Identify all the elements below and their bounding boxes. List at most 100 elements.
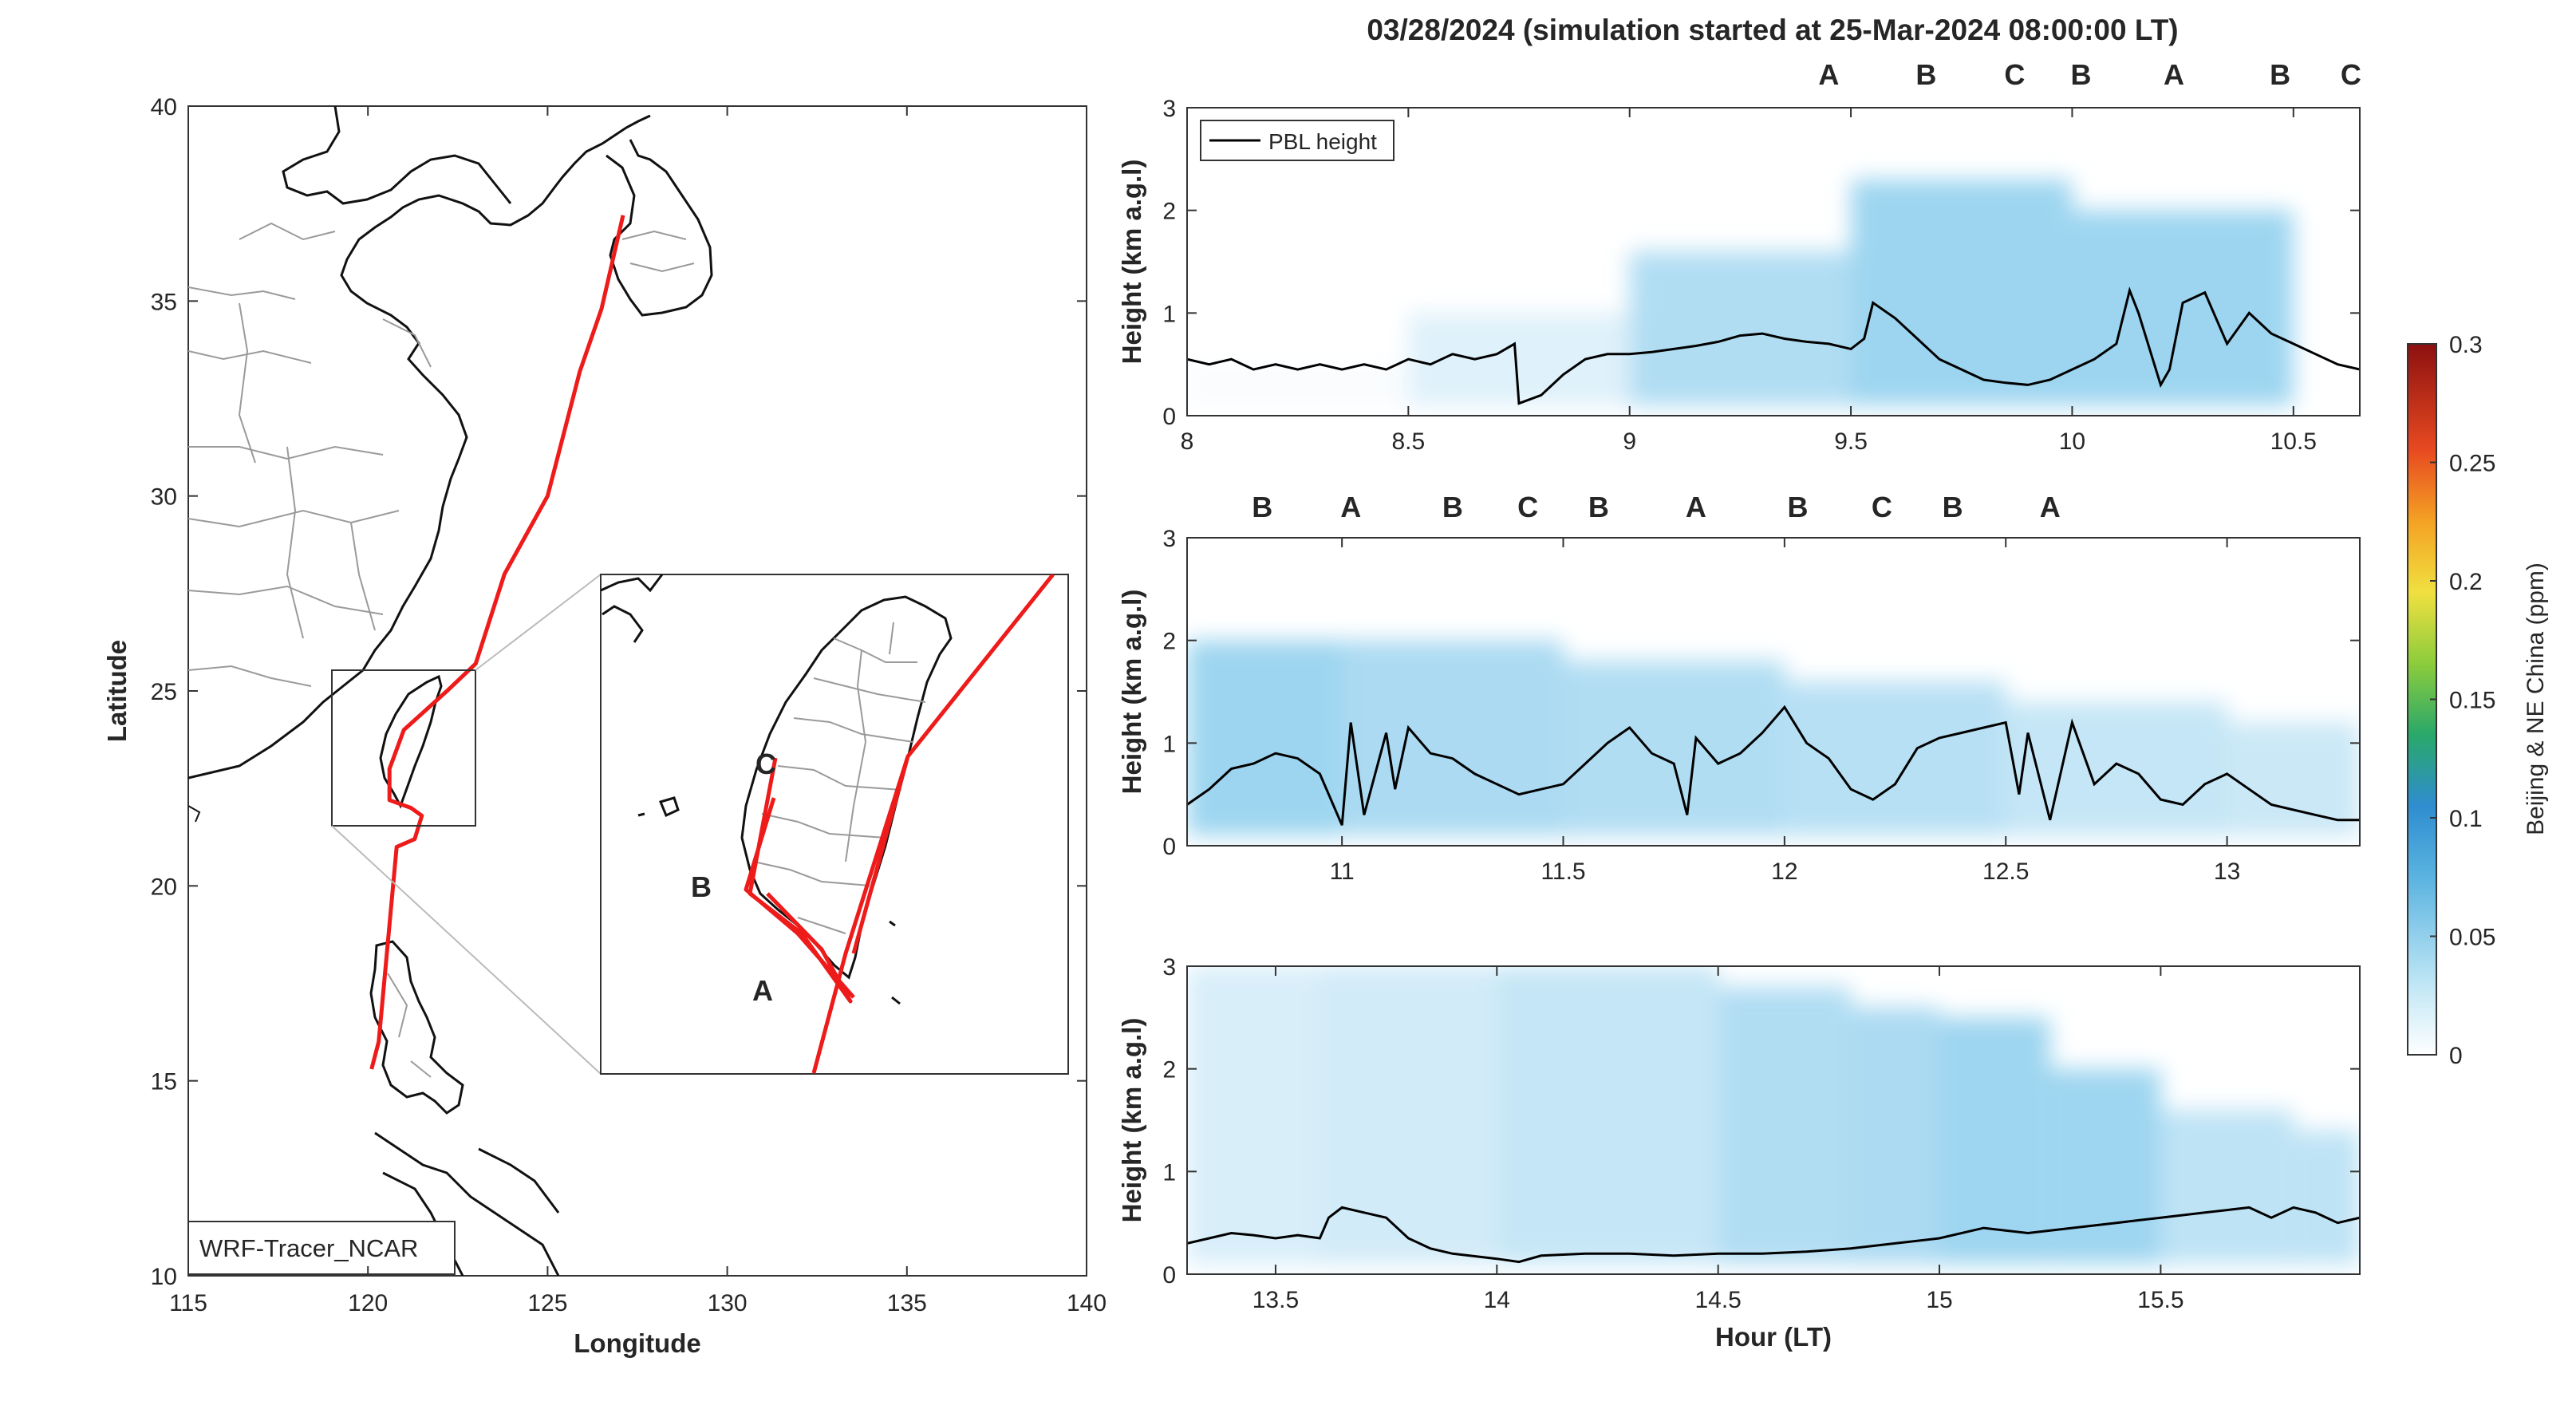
concentration-cell: [1187, 966, 1320, 1265]
pbl-height-line: [1187, 286, 2360, 405]
panel-frame: [1186, 107, 2361, 416]
y-tick-label: 2: [1162, 199, 1176, 225]
concentration-field: [1187, 640, 2360, 836]
y-tick-label: 1: [1162, 1159, 1176, 1186]
map-y-tick-label: 35: [151, 289, 177, 315]
x-tick-label: 11: [1330, 858, 1355, 885]
y-tick-label: 2: [1162, 629, 1176, 655]
time-height-panels: 8 8.5 9 9.5 1 0 10.5 0 12 3 Height (km a.g.l) A B C B A…: [1117, 58, 2361, 1352]
legend-box: [1200, 120, 1395, 161]
y-tick-label: 0: [1162, 1262, 1176, 1289]
colorbar-tick-label: 0.25: [2449, 451, 2495, 477]
x-tick-label: 8: [1181, 428, 1194, 455]
x-tick-label: 15: [1926, 1287, 1952, 1313]
map-xlabel: Longitude: [574, 1328, 700, 1358]
concentration-cell: [1851, 180, 2073, 406]
site-marker-B: B: [2270, 58, 2290, 91]
concentration-field: [1187, 966, 2360, 1265]
site-marker-C: C: [2341, 58, 2361, 91]
y-tick-label: 3: [1162, 954, 1176, 981]
y-tick-label: 0: [1162, 834, 1176, 860]
korea-coastline: [606, 139, 713, 317]
model-label: WRF-Tracer_NCAR: [199, 1234, 418, 1262]
colorbar: 0 0.05 0.1 0.15 0.2 0.25 0.3 Beijing & NE Chin…: [2407, 332, 2549, 1069]
x-tick-label: 8.5: [1391, 428, 1425, 455]
site-marker-A: A: [1686, 491, 1706, 523]
map-x-tick-label: 140: [1067, 1290, 1107, 1316]
inset-trajectory-path: [744, 574, 1055, 1074]
map-y-tick-label: 40: [151, 94, 177, 120]
panel-1: 8 8.5 9 9.5 10 10.5 0 1 2 3 Height (km a.g.l) A B C B A…: [1117, 58, 2361, 455]
inset-region-box: [331, 669, 476, 827]
y-axis-label: Height (km a.g.l): [1117, 590, 1146, 795]
concentration-cell: [1629, 251, 1852, 406]
y-axis-label: Height (km a.g.l): [1117, 1018, 1146, 1223]
pbl-legend: PBL height: [1200, 120, 1395, 161]
trajectory-path: [369, 215, 625, 1070]
taiwan-inset: C B A: [600, 574, 1069, 1075]
panel-3: 13.5 14 14.5 15 15.5 0 1 2 3 Height (km a.g.l) Hou…: [1117, 954, 2361, 1352]
site-marker-B: B: [2071, 58, 2092, 91]
concentration-cell: [2006, 701, 2227, 836]
y-tick-label: 3: [1162, 96, 1176, 122]
map-ylabel: Latitude: [102, 640, 132, 742]
concentration-cell: [1187, 640, 1343, 836]
concentration-cell: [2293, 1130, 2360, 1265]
x-axis-label: Hour (LT): [1715, 1322, 1832, 1352]
inset-connector-bottom: [331, 825, 602, 1075]
concentration-cell: [1784, 681, 2006, 836]
map-x-ticks: 115 120 125 130 135 140: [169, 106, 1107, 1316]
colorbar-label: Beijing & NE China (ppm): [2523, 562, 2549, 835]
inset-label-A: A: [752, 974, 773, 1007]
map-x-tick-label: 115: [169, 1290, 207, 1316]
y-tick-label: 3: [1162, 526, 1176, 552]
x-tick-label: 9: [1623, 428, 1636, 455]
site-marker-B: B: [1252, 491, 1272, 523]
concentration-cell: [2160, 1110, 2294, 1265]
inset-county-borders: [753, 622, 926, 934]
inset-taiwan-coastline: [740, 595, 953, 980]
x-tick-label: 15.5: [2137, 1287, 2183, 1313]
site-marker-B: B: [1943, 491, 1963, 523]
hainan-coastline: [188, 805, 201, 823]
x-tick-label: 9.5: [1834, 428, 1868, 455]
colorbar-tick-label: 0.15: [2449, 688, 2495, 714]
site-marker-A: A: [1818, 58, 1839, 91]
map-y-tick-label: 25: [151, 679, 177, 705]
x-tick-label: 13: [2214, 858, 2240, 885]
concentration-cell: [1718, 986, 1852, 1265]
site-marker-B: B: [1788, 491, 1809, 523]
y-axis-label: Height (km a.g.l): [1117, 160, 1146, 365]
figure-title: 03/28/2024 (simulation started at 25-Mar…: [1367, 14, 2178, 46]
site-marker-B: B: [1915, 58, 1936, 91]
concentration-cell: [1187, 364, 1409, 406]
site-marker-C: C: [1517, 491, 1538, 523]
colorbar-tick-label: 0: [2449, 1043, 2463, 1069]
panel-frame: [1186, 537, 2361, 847]
map-y-tick-label: 10: [151, 1264, 177, 1290]
map-y-ticks: 10 15 20 25 30 35 40: [151, 94, 1087, 1290]
colorbar-tick-label: 0.1: [2449, 806, 2483, 832]
map-y-tick-label: 20: [151, 874, 177, 900]
map-x-tick-label: 130: [708, 1290, 748, 1316]
colorbar-ticks: 0 0.05 0.1 0.15 0.2 0.25 0.3: [2430, 332, 2495, 1069]
colorbar-tick-label: 0.3: [2449, 332, 2483, 358]
concentration-cell: [1342, 640, 1564, 836]
y-tick-label: 0: [1162, 404, 1176, 430]
x-tick-label: 10.5: [2270, 428, 2317, 455]
inset-islands: [637, 796, 901, 1005]
x-tick-label: 11.5: [1540, 858, 1585, 885]
site-marker-C: C: [2004, 58, 2025, 91]
china-coastline: [188, 114, 651, 780]
legend-label: PBL height: [1268, 129, 1377, 154]
concentration-cell: [2227, 722, 2360, 836]
x-tick-label: 14.5: [1694, 1287, 1741, 1313]
concentration-cell: [1939, 1017, 2050, 1265]
x-tick-label: 12: [1771, 858, 1797, 885]
inset-label-C: C: [755, 748, 776, 780]
concentration-cell: [1563, 661, 1785, 836]
concentration-cell: [1851, 1007, 1940, 1265]
panel-frame: [1186, 965, 2361, 1275]
